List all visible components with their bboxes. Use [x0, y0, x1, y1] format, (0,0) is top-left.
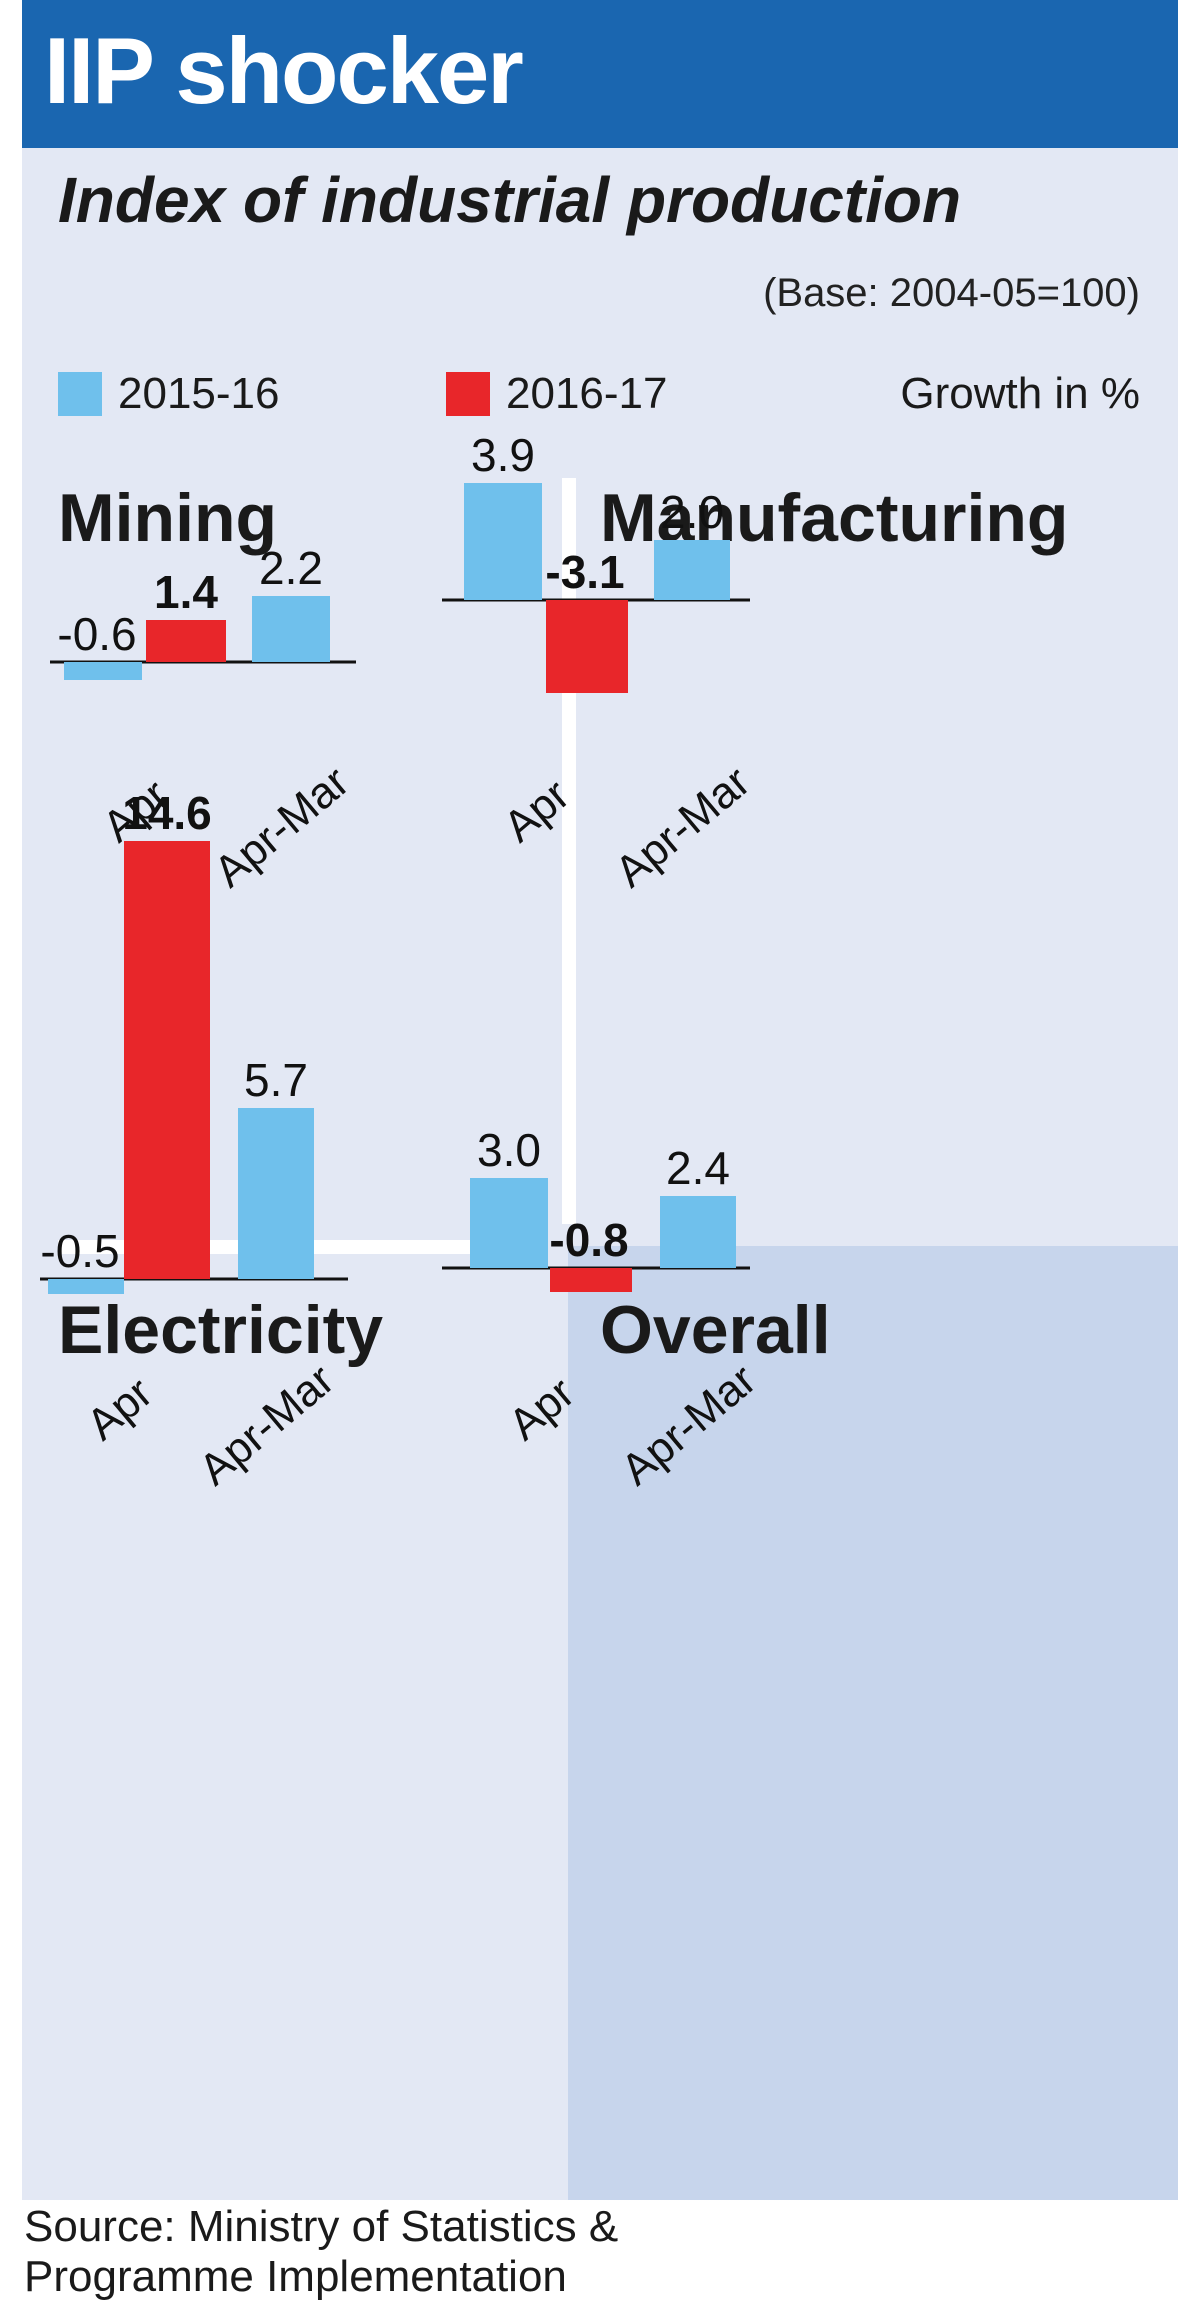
value-label-overall-apr-2016-17: -0.8: [549, 1214, 628, 1266]
panel-mining: Mining -0.6 1.4 2.2 Apr Apr-Mar: [50, 478, 558, 1238]
overall-panel-background: [568, 1246, 1178, 2200]
source-note: Source: Ministry of Statistics & Program…: [24, 2202, 618, 2302]
panel-overall: Overall 3.0 -0.8 2.4 Apr Apr-Mar: [442, 1124, 1160, 2190]
value-label-mining-aprmar-2015-16: 2.2: [259, 542, 323, 594]
category-label-mining-apr-mar: Apr-Mar: [205, 757, 358, 897]
value-label-overall-apr-2015-16: 3.0: [477, 1124, 541, 1176]
legend-swatch-2016-17: [446, 372, 490, 416]
bar-electricity-apr-2015-16: [48, 1279, 124, 1294]
bar-mining-aprmar-2015-16: [252, 596, 330, 662]
bar-electricity-apr-2016-17: [124, 841, 210, 1279]
value-label-manufacturing-aprmar-2015-16: 2.0: [660, 486, 724, 538]
panel-manufacturing: Manufacturing 3.9 -3.1 2.0 Apr Apr-Mar: [442, 429, 1160, 1238]
bar-overall-aprmar-2015-16: [660, 1196, 736, 1268]
category-label-overall-apr-mar: Apr-Mar: [612, 1355, 765, 1495]
value-label-electricity-apr-2015-16: -0.5: [40, 1225, 119, 1277]
bar-manufacturing-apr-2015-16: [464, 483, 542, 600]
base-note: (Base: 2004-05=100): [763, 271, 1140, 315]
panel-title-electricity: Electricity: [58, 1292, 384, 1368]
title-banner: [22, 0, 1178, 148]
category-label-electricity-apr-mar: Apr-Mar: [190, 1355, 343, 1495]
value-label-manufacturing-apr-2016-17: -3.1: [545, 546, 624, 598]
bar-electricity-aprmar-2015-16: [238, 1108, 314, 1279]
chart-subtitle: Index of industrial production: [58, 164, 962, 236]
source-line-2: Programme Implementation: [24, 2252, 567, 2301]
panel-electricity: Electricity -0.5 14.6 5.7 Apr Apr-Mar: [40, 787, 558, 2190]
legend-label-2015-16: 2015-16: [118, 369, 280, 418]
growth-unit-note: Growth in %: [900, 369, 1140, 418]
category-label-electricity-apr: Apr: [78, 1368, 162, 1450]
bar-mining-apr-2015-16: [64, 662, 142, 680]
value-label-manufacturing-apr-2015-16: 3.9: [471, 429, 535, 481]
panel-title-mining: Mining: [58, 480, 278, 556]
bar-overall-apr-2016-17: [550, 1268, 632, 1292]
panel-title-overall: Overall: [600, 1292, 831, 1368]
legend: 2015-16 2016-17: [0, 366, 1200, 426]
category-label-manufacturing-apr-mar: Apr-Mar: [606, 757, 759, 897]
value-label-electricity-apr-2016-17: 14.6: [122, 787, 212, 839]
bar-manufacturing-aprmar-2015-16: [654, 540, 730, 600]
value-label-mining-apr-2015-16: -0.6: [57, 608, 136, 660]
chart-electricity: -0.5 14.6 5.7 Apr Apr-Mar: [40, 787, 348, 1495]
value-label-electricity-aprmar-2015-16: 5.7: [244, 1054, 308, 1106]
legend-swatch-2015-16: [58, 372, 102, 416]
bar-mining-apr-2016-17: [146, 620, 226, 662]
bar-manufacturing-apr-2016-17: [546, 600, 628, 693]
source-line-1: Source: Ministry of Statistics &: [24, 2202, 619, 2251]
page-title: IIP shocker: [44, 18, 524, 123]
legend-label-2016-17: 2016-17: [506, 369, 668, 418]
bar-overall-apr-2015-16: [470, 1178, 548, 1268]
value-label-overall-aprmar-2015-16: 2.4: [666, 1142, 730, 1194]
value-label-mining-apr-2016-17: 1.4: [154, 566, 218, 618]
